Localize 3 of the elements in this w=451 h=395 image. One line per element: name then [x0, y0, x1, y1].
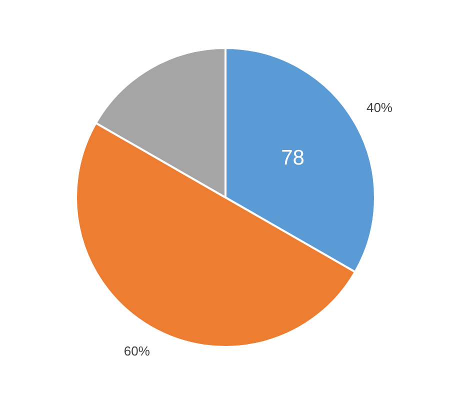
text: 78: [281, 146, 304, 170]
text: 60%: [124, 343, 150, 358]
text: 40%: [366, 100, 393, 115]
